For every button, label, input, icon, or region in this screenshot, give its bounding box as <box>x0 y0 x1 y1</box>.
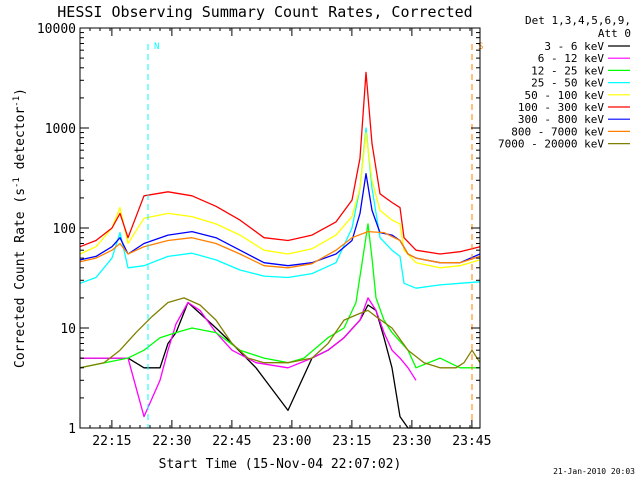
series-line-2 <box>80 297 417 418</box>
marker-label-2: S <box>478 42 483 52</box>
x-tick-label-1: 22:30 <box>152 434 191 449</box>
series-line-4 <box>79 127 481 289</box>
series-line-9 <box>79 297 481 369</box>
legend-label-7: 300 - 800 keV <box>518 113 604 126</box>
series-line-7 <box>79 172 481 267</box>
legend-label-3: 12 - 25 keV <box>531 64 604 77</box>
x-tick-label-4: 23:15 <box>332 434 371 449</box>
legend-label-6: 100 - 300 keV <box>518 101 604 114</box>
x-tick-label-6: 23:45 <box>452 434 491 449</box>
y-axis-label-suffix: ) <box>13 88 28 96</box>
y-tick-label-0: 1 <box>68 422 76 437</box>
y-tick-label-3: 1000 <box>45 122 76 137</box>
y-axis-label-prefix: Corrected Count Rate (s <box>13 188 28 368</box>
chart-title: HESSI Observing Summary Count Rates, Cor… <box>57 3 472 21</box>
axis-layer: 22:15 22:30 22:45 23:00 23:15 23:30 23:45 1 10 10… <box>37 22 492 449</box>
legend-label-9: 7000 - 20000 keV <box>498 138 604 151</box>
y-tick-label-4: 10000 <box>37 22 76 37</box>
series-line-6 <box>79 71 481 255</box>
y-tick-label-2: 100 <box>53 222 76 237</box>
x-tick-label-0: 22:15 <box>92 434 131 449</box>
y-axis-label-mid: detector <box>13 107 28 178</box>
series-line-1 <box>80 301 480 429</box>
y-axis-label-exp1: -1 <box>12 177 22 188</box>
x-tick-label-3: 23:00 <box>272 434 311 449</box>
legend-label-4: 25 - 50 keV <box>531 77 604 90</box>
series-line-8 <box>79 230 481 269</box>
series-line-5 <box>79 131 481 269</box>
legend-label-5: 50 - 100 keV <box>525 89 605 102</box>
y-axis-label-exp2: -1 <box>12 96 22 107</box>
marker-label-1: N <box>154 42 159 52</box>
x-tick-label-2: 22:45 <box>212 434 251 449</box>
legend-label-2: 6 - 12 keV <box>538 52 605 65</box>
x-axis-label: Start Time (15-Nov-04 22:07:02) <box>159 457 402 472</box>
x-tick-label-5: 23:30 <box>392 434 431 449</box>
legend-label-8: 800 - 7000 keV <box>511 125 604 138</box>
legend-label-1: 3 - 6 keV <box>544 40 604 53</box>
y-tick-label-1: 10 <box>60 322 76 337</box>
legend-header-line-1: Det 1,3,4,5,6,9, <box>525 14 631 27</box>
footer-timestamp: 21-Jan-2010 20:03 <box>553 467 635 476</box>
y-axis-label: Corrected Count Rate (s-1 detector-1) <box>12 88 28 368</box>
series-layer <box>79 71 481 429</box>
plot-frame <box>79 27 481 429</box>
legend-header-line-2: Att 0 <box>598 27 631 40</box>
